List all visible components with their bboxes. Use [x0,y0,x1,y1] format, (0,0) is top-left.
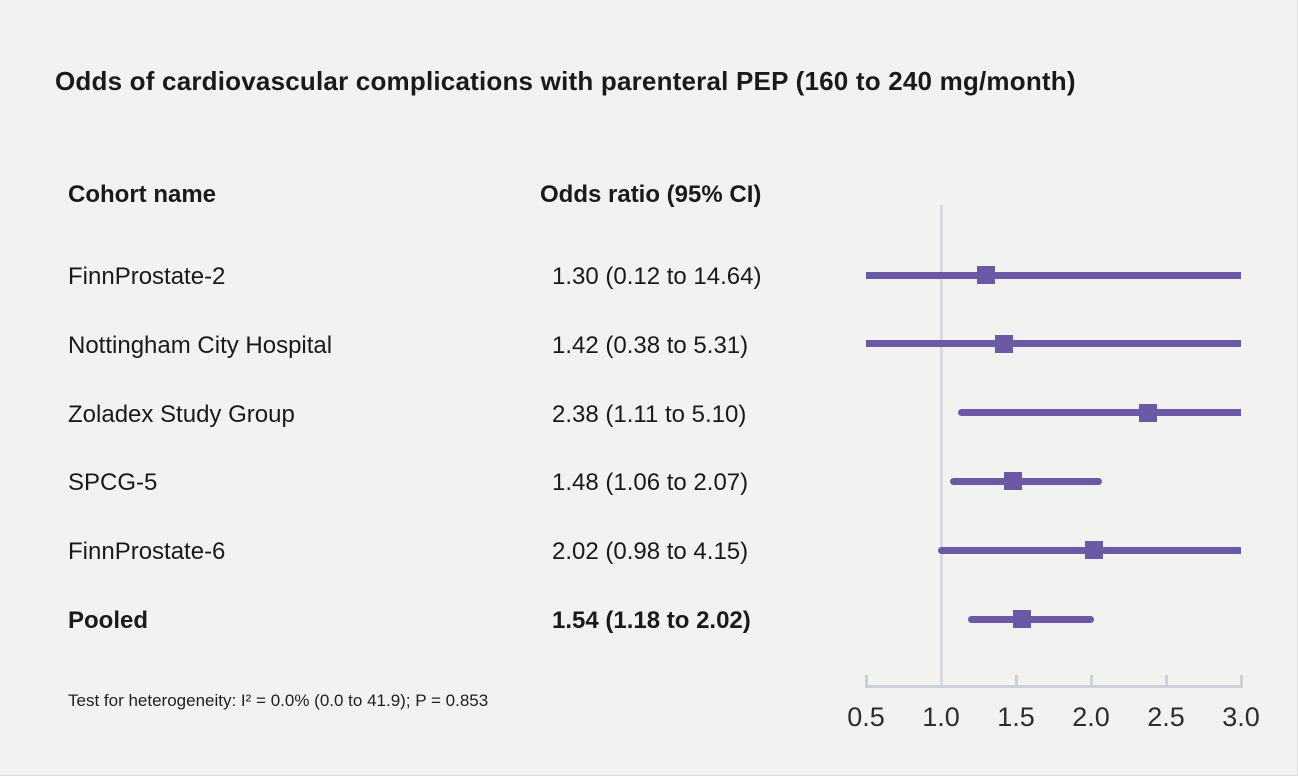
confidence-interval-line [957,409,1241,417]
cohort-name: FinnProstate-2 [68,263,226,290]
x-axis-tick [864,675,868,686]
odds-ratio-value: 1.54 (1.18 to 2.02) [552,607,751,634]
odds-ratio-value: 2.02 (0.98 to 4.15) [552,538,749,566]
confidence-interval-line [968,615,1094,623]
cohort-name: Pooled [68,607,149,634]
point-estimate-marker [1139,403,1157,422]
x-axis-tick [1014,675,1018,686]
x-axis-line [864,685,1243,688]
x-axis-tick-label: 2.5 [1147,702,1185,732]
confidence-interval-line [866,271,1241,279]
column-header-odds-ratio: Odds ratio (95% CI) [540,181,762,208]
point-estimate-marker [995,334,1013,353]
x-axis-tick [1164,675,1168,686]
figure-title: Odds of cardiovascular complications wit… [55,66,1076,96]
odds-ratio-value: 2.38 (1.11 to 5.10) [552,400,747,428]
cohort-name: Nottingham City Hospital [68,331,333,359]
odds-ratio-value: 1.42 (0.38 to 5.31) [552,331,749,359]
cohort-name: FinnProstate-6 [68,538,226,566]
cohort-name: Zoladex Study Group [68,400,295,428]
odds-ratio-value: 1.30 (0.12 to 14.64) [552,263,762,290]
point-estimate-marker [1085,541,1103,560]
confidence-interval-line [950,477,1102,485]
point-estimate-marker [977,266,995,284]
x-axis-tick-label: 3.0 [1222,702,1260,732]
point-estimate-marker [1013,610,1031,628]
heterogeneity-note: Test for heterogeneity: I² = 0.0% (0.0 t… [68,691,489,710]
confidence-interval-line [866,340,1241,348]
cohort-name: SPCG-5 [68,469,158,497]
x-axis-tick-label: 2.0 [1072,702,1110,732]
reference-line [939,205,943,687]
x-axis-tick-label: 1.5 [997,702,1035,732]
x-axis-tick-label: 0.5 [847,702,885,732]
column-header-cohort: Cohort name [68,181,217,208]
point-estimate-marker [1004,472,1022,491]
x-axis-tick [1239,675,1243,686]
column-header-row: Cohort name Odds ratio (95% CI) [0,181,1297,211]
odds-ratio-value: 1.48 (1.06 to 2.07) [552,469,749,497]
x-axis-tick [1089,675,1093,686]
x-axis-tick-label: 1.0 [922,702,960,732]
